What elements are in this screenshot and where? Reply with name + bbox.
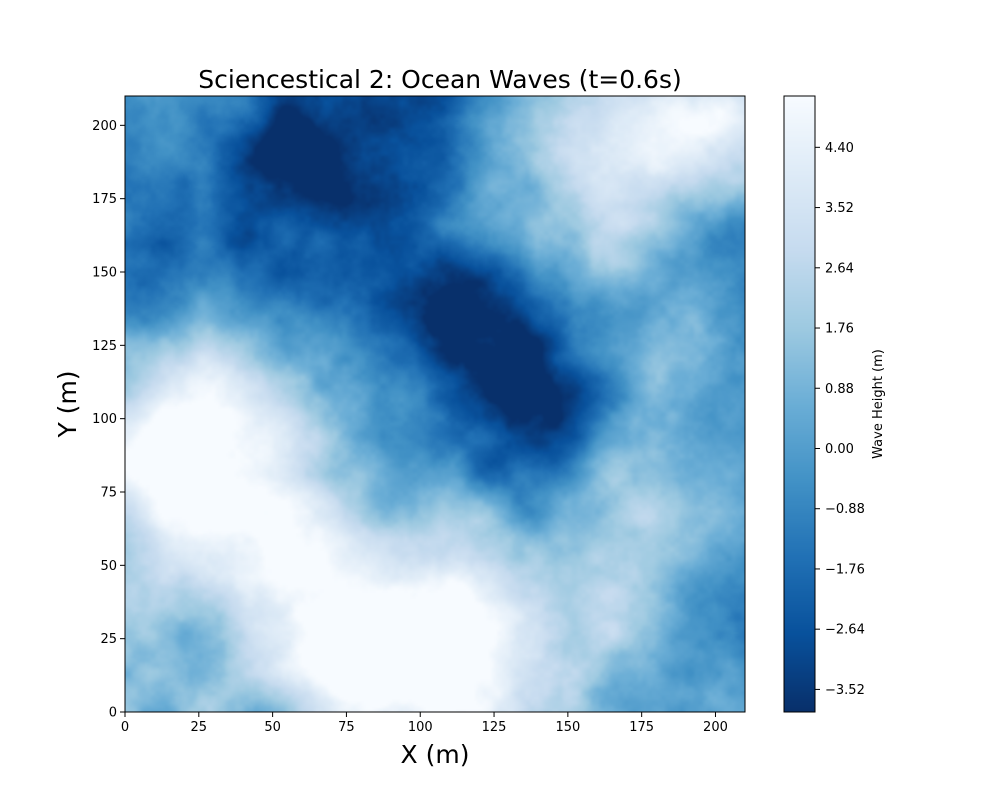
y-tick-label: 0 bbox=[109, 706, 117, 721]
colorbar-tick-label: 3.52 bbox=[825, 201, 854, 216]
y-tick-label: 175 bbox=[92, 192, 117, 207]
colorbar-tick-label: −3.52 bbox=[825, 683, 865, 698]
colorbar-tick-label: −0.88 bbox=[825, 502, 865, 517]
colorbar bbox=[784, 96, 815, 712]
x-tick-label: 0 bbox=[121, 720, 129, 735]
y-axis-label: Y (m) bbox=[53, 370, 82, 438]
colorbar-tick-label: 0.88 bbox=[825, 382, 854, 397]
x-tick-label: 100 bbox=[408, 720, 433, 735]
x-tick-label: 175 bbox=[629, 720, 654, 735]
colorbar-label: Wave Height (m) bbox=[871, 349, 886, 459]
x-tick-label: 200 bbox=[703, 720, 728, 735]
x-tick-label: 125 bbox=[482, 720, 507, 735]
y-tick-label: 25 bbox=[100, 632, 117, 647]
x-tick-label: 75 bbox=[338, 720, 355, 735]
colorbar-tick-label: 0.00 bbox=[825, 442, 854, 457]
colorbar-tick-label: −1.76 bbox=[825, 562, 865, 577]
colorbar-tick-label: 1.76 bbox=[825, 322, 854, 337]
colorbar-tick-label: 4.40 bbox=[825, 141, 854, 156]
x-tick-label: 25 bbox=[191, 720, 208, 735]
y-tick-label: 50 bbox=[100, 559, 117, 574]
x-axis-ticks: 0 25 50 75 100 125 150 175 200 bbox=[121, 712, 728, 735]
x-axis-label: X (m) bbox=[401, 740, 470, 769]
y-tick-label: 200 bbox=[92, 119, 117, 134]
y-tick-label: 125 bbox=[92, 339, 117, 354]
y-tick-label: 150 bbox=[92, 266, 117, 281]
colorbar-ticks: −3.52 −2.64 −1.76 −0.88 0.00 0.88 1.76 2.64 3.52… bbox=[815, 141, 865, 698]
y-tick-label: 75 bbox=[100, 486, 117, 501]
heatmap-area bbox=[125, 96, 745, 712]
x-tick-label: 150 bbox=[555, 720, 580, 735]
colorbar-tick-label: −2.64 bbox=[825, 623, 865, 638]
colorbar-tick-label: 2.64 bbox=[825, 261, 854, 276]
colorbar-frame bbox=[783, 95, 816, 713]
plot-frame bbox=[124, 95, 746, 713]
y-tick-label: 100 bbox=[92, 412, 117, 427]
x-tick-label: 50 bbox=[264, 720, 281, 735]
y-axis-ticks: 0 25 50 75 100 125 150 175 200 bbox=[92, 119, 125, 721]
chart-title: Sciencestical 2: Ocean Waves (t=0.6s) bbox=[198, 65, 681, 94]
